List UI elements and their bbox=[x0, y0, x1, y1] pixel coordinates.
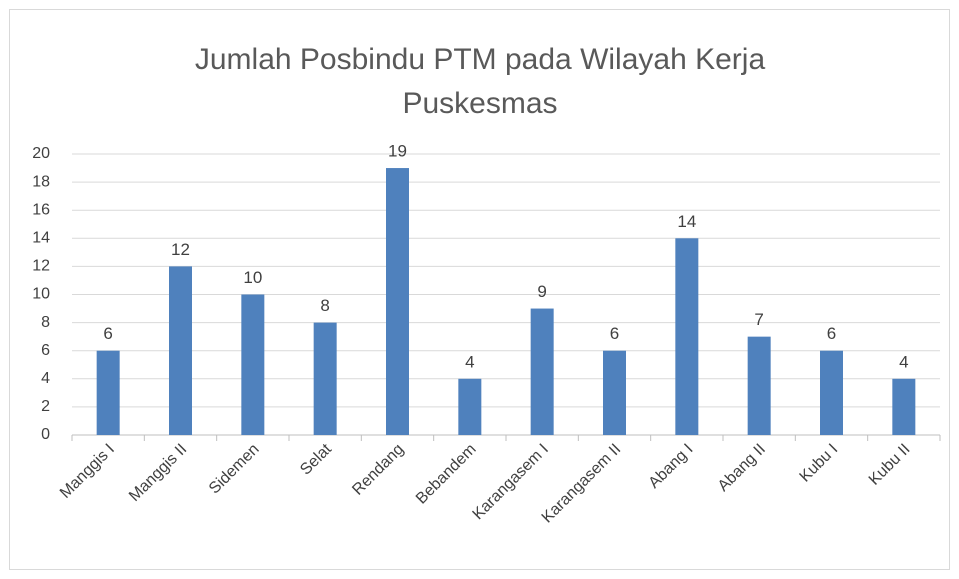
data-label: 19 bbox=[388, 142, 407, 161]
y-tick-label: 10 bbox=[32, 286, 50, 303]
bar bbox=[386, 168, 409, 436]
data-label: 4 bbox=[465, 352, 474, 371]
chart-border bbox=[9, 9, 950, 570]
y-tick-label: 2 bbox=[41, 398, 50, 415]
y-tick-label: 0 bbox=[41, 426, 50, 443]
data-label: 8 bbox=[320, 296, 329, 315]
bar bbox=[603, 350, 626, 435]
bar bbox=[820, 350, 843, 435]
data-label: 6 bbox=[827, 324, 836, 343]
data-label: 14 bbox=[677, 212, 696, 231]
bar bbox=[747, 336, 771, 435]
bar bbox=[675, 238, 699, 435]
data-label: 9 bbox=[537, 282, 546, 301]
data-label: 6 bbox=[103, 324, 112, 343]
bar bbox=[458, 378, 482, 435]
y-tick-label: 6 bbox=[41, 342, 50, 359]
y-tick-label: 18 bbox=[32, 173, 50, 190]
y-tick-label: 16 bbox=[32, 201, 50, 218]
bar bbox=[96, 350, 120, 435]
y-tick-label: 8 bbox=[41, 314, 50, 331]
y-tick-label: 4 bbox=[41, 370, 50, 387]
data-label: 10 bbox=[243, 268, 262, 287]
data-label: 6 bbox=[610, 324, 619, 343]
bar bbox=[530, 308, 554, 435]
y-tick-label: 20 bbox=[32, 145, 50, 162]
bar bbox=[241, 294, 265, 435]
bar bbox=[313, 322, 337, 435]
bar bbox=[892, 378, 916, 435]
data-label: 12 bbox=[171, 240, 190, 259]
data-label: 4 bbox=[899, 352, 908, 371]
y-tick-label: 12 bbox=[32, 258, 50, 275]
y-tick-label: 14 bbox=[32, 230, 50, 247]
data-label: 7 bbox=[754, 310, 763, 329]
bar bbox=[169, 266, 192, 435]
chart-title: Jumlah Posbindu PTM pada Wilayah Kerja P… bbox=[194, 43, 766, 120]
